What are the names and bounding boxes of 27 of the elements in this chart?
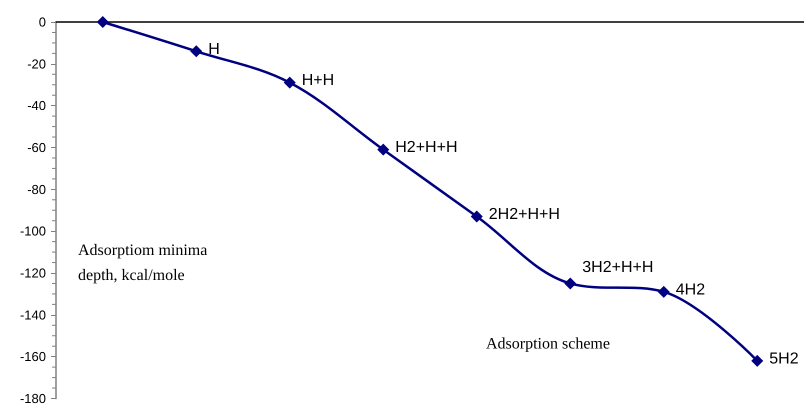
y-tick-label: -180 — [20, 391, 46, 405]
annotation: H2+H+H — [395, 139, 458, 156]
point — [377, 144, 390, 156]
x-axis-title: Adsorption scheme — [486, 336, 610, 352]
annotation: 2H2+H+H — [488, 206, 560, 224]
annotation: 5H2 — [769, 350, 799, 368]
y-tick-label: -140 — [20, 307, 46, 322]
y-tick-label: -60 — [27, 140, 46, 155]
y-axis-title: Adsorptiom minima depth, kcal/mole — [78, 242, 208, 284]
point — [564, 277, 576, 290]
annotation: 4H2 — [676, 281, 706, 298]
y-tick-label: -80 — [27, 182, 46, 197]
y-tick-label: -120 — [20, 266, 46, 280]
point — [284, 76, 296, 89]
point — [751, 354, 764, 367]
annotation: 3H2+H+H — [582, 258, 654, 276]
annotation: H+H — [302, 72, 334, 90]
y-tick-label: 0 — [38, 14, 46, 30]
point — [470, 210, 483, 223]
y-tick-label: -100 — [20, 224, 46, 239]
point — [96, 16, 109, 28]
y-tick-label: -20 — [27, 56, 46, 72]
point — [658, 286, 670, 298]
annotation: H — [208, 40, 220, 58]
point — [190, 45, 202, 58]
y-tick-label: -40 — [27, 98, 46, 114]
y-tick-label: -160 — [20, 349, 46, 364]
